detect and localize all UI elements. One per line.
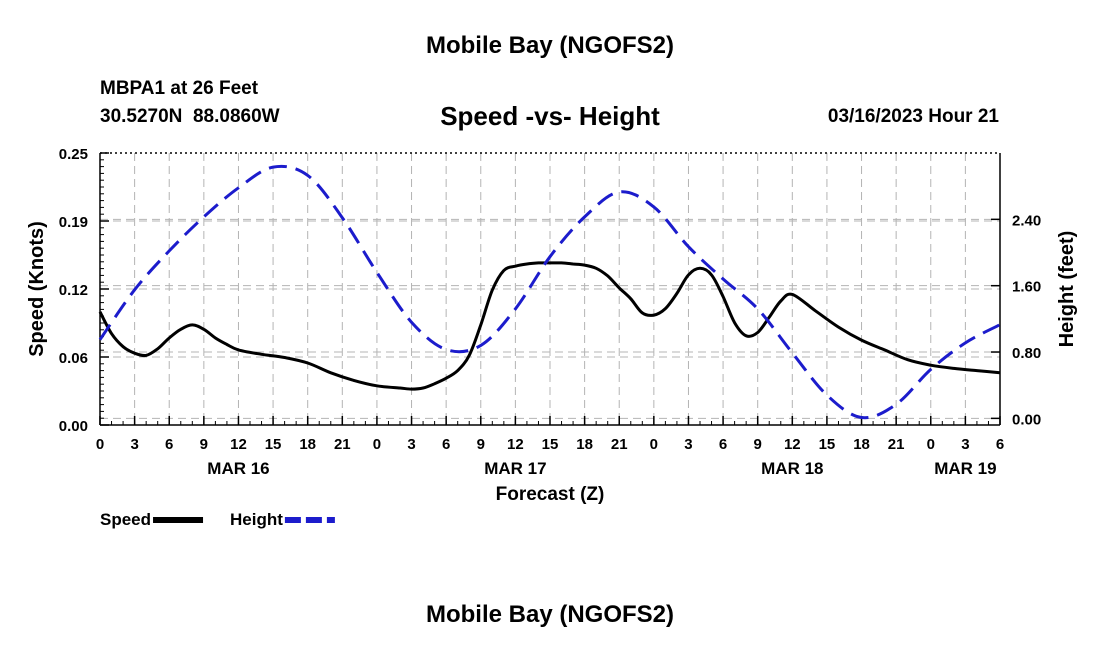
forecast-datetime: 03/16/2023 Hour 21 — [827, 106, 999, 127]
x-tick-label: 6 — [165, 436, 173, 453]
y-right-tick-label: 0.00 — [1012, 411, 1041, 428]
axes: 0 3 6 9 12 15 18 21 0 3 6 9 12 15 18 21 0 3 6 9 12 15 18 21 0 3 6M… — [26, 146, 1078, 505]
x-axis-title: Forecast (Z) — [496, 484, 605, 505]
x-tick-label: 18 — [853, 436, 870, 453]
x-tick-label: 6 — [442, 436, 450, 453]
y-right-tick-label: 2.40 — [1012, 212, 1041, 229]
footer-title: Mobile Bay (NGOFS2) — [425, 601, 675, 628]
legend-label-speed: Speed — [100, 510, 151, 529]
x-tick-label: 12 — [507, 436, 524, 453]
y-left-tick-label: 0.25 — [59, 146, 88, 163]
x-tick-label: 3 — [684, 436, 692, 453]
y-left-tick-label: 0.06 — [59, 350, 88, 367]
speed-series-line — [98, 261, 1001, 391]
x-tick-label: 15 — [819, 436, 836, 453]
y-right-tick-label: 1.60 — [1012, 279, 1041, 296]
height-series-line — [98, 164, 1001, 420]
date-label: MAR 18 — [761, 459, 823, 478]
y-right-axis-title: Height (feet) — [1056, 231, 1078, 348]
x-tick-label: 15 — [265, 436, 282, 453]
x-tick-label: 9 — [477, 436, 485, 453]
date-label: MAR 16 — [207, 459, 269, 478]
grid — [100, 153, 1000, 425]
x-tick-label: 0 — [650, 436, 658, 453]
x-tick-label: 0 — [373, 436, 381, 453]
date-label: MAR 17 — [484, 459, 546, 478]
x-tick-label: 12 — [784, 436, 801, 453]
legend: Speed Height — [100, 510, 335, 529]
x-tick-label: 18 — [576, 436, 593, 453]
x-tick-label: 3 — [130, 436, 138, 453]
x-tick-label: 6 — [719, 436, 727, 453]
x-tick-label: 21 — [888, 436, 905, 453]
x-tick-label: 3 — [961, 436, 969, 453]
x-tick-label: 21 — [334, 436, 351, 453]
y-left-tick-label: 0.19 — [59, 214, 88, 231]
x-tick-label: 21 — [611, 436, 628, 453]
x-tick-label: 15 — [542, 436, 559, 453]
legend-label-height: Height — [230, 510, 283, 529]
chart-subtitle: Speed -vs- Height — [440, 101, 660, 131]
x-tick-label: 9 — [200, 436, 208, 453]
station-coordinates: 30.5270N 88.0860W — [100, 106, 280, 127]
x-tick-label: 6 — [996, 436, 1004, 453]
chart-title: Mobile Bay (NGOFS2) — [425, 32, 675, 59]
x-tick-label: 12 — [230, 436, 247, 453]
station-label: MBPA1 at 26 Feet — [100, 78, 259, 99]
date-label: MAR 19 — [934, 459, 996, 478]
x-tick-label: 9 — [754, 436, 762, 453]
x-tick-label: 18 — [299, 436, 316, 453]
series — [98, 164, 1001, 420]
y-left-tick-label: 0.12 — [59, 282, 88, 299]
x-tick-label: 3 — [407, 436, 415, 453]
y-left-axis-title: Speed (Knots) — [26, 221, 48, 357]
y-right-tick-label: 0.80 — [1012, 345, 1041, 362]
x-tick-label: 0 — [927, 436, 935, 453]
y-left-tick-label: 0.00 — [59, 418, 88, 435]
x-tick-label: 0 — [96, 436, 104, 453]
